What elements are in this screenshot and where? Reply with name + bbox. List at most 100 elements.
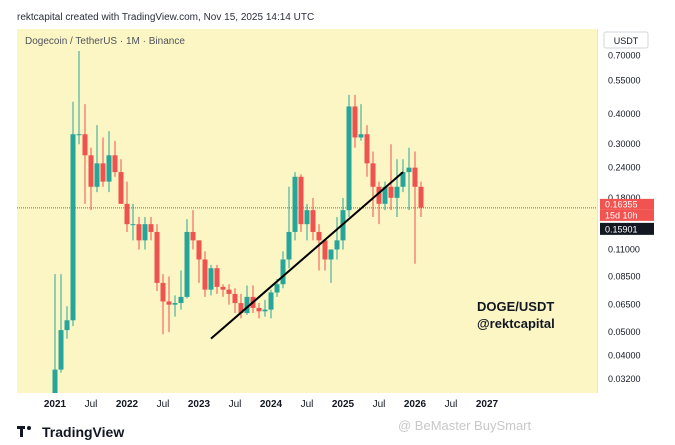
candle-body [136, 224, 142, 241]
candle-body [76, 134, 82, 136]
candle-body [88, 155, 94, 187]
candle [106, 131, 112, 193]
candle-body [352, 106, 358, 138]
candle [94, 125, 100, 193]
time-axis[interactable]: 2021 Jul 2022 Jul 2023 Jul 2024 Jul 2025 Jul 2026 J… [17, 393, 655, 415]
chart-plot-area[interactable]: Dogecoin / TetherUS · 1M · Binance DOGE/… [17, 29, 597, 393]
candle [70, 101, 76, 327]
candle-body [358, 134, 364, 138]
candle [250, 285, 256, 314]
candle [400, 159, 406, 193]
candle-body [256, 307, 262, 312]
y-tick-label: 0.05000 [608, 327, 641, 337]
candle-body [148, 224, 154, 232]
price-label: 0.16355 [600, 198, 654, 210]
candle [328, 249, 334, 283]
candle-body [226, 289, 232, 294]
candle-body [232, 293, 238, 304]
overlays-group [17, 171, 597, 340]
candle [238, 293, 244, 319]
candle [292, 172, 298, 241]
candle-body [418, 186, 424, 208]
candle-body [244, 296, 250, 314]
candle [280, 251, 286, 289]
price-label-text: 0.16355 [605, 199, 638, 209]
x-tick-label: Jul [85, 399, 98, 410]
candle-body [208, 268, 214, 290]
y-tick-label: 0.06500 [608, 300, 641, 310]
candle [184, 219, 190, 299]
candle [190, 210, 196, 250]
candle-body [328, 249, 334, 260]
candle [214, 264, 220, 294]
candle-body [394, 186, 400, 198]
candle [406, 147, 412, 211]
candle [226, 284, 232, 305]
y-tick-label: 0.08500 [608, 272, 641, 282]
candle-body [316, 231, 322, 241]
brand-name: TradingView [42, 424, 125, 440]
candle-body [388, 186, 394, 198]
candle-body [298, 176, 304, 225]
candle [370, 151, 376, 217]
candle-body [286, 231, 292, 260]
candle-body [142, 224, 148, 241]
annotation-author: @rektcapital [477, 316, 555, 331]
candle-body [304, 210, 310, 225]
price-label-box [600, 209, 654, 221]
candle-body [406, 167, 412, 173]
candle-body [214, 268, 220, 287]
candle [388, 144, 394, 211]
candle-body [64, 320, 70, 331]
candle-body [112, 155, 118, 173]
x-tick-label: Jul [157, 399, 170, 410]
candle-body [130, 224, 136, 226]
candle [220, 284, 226, 297]
currency-badge[interactable] [603, 31, 649, 49]
y-tick-label: 0.03200 [608, 374, 641, 384]
candle [148, 216, 154, 241]
candle [394, 159, 400, 217]
x-tick-label: 2026 [404, 399, 427, 410]
candle-body [364, 134, 370, 164]
candle [100, 137, 106, 187]
y-tick-label: 0.24000 [608, 163, 641, 173]
price-scale[interactable]: USDT 0.70000 0.55000 0.40000 0.30000 0.24000… [597, 29, 656, 393]
candle-body [310, 210, 316, 232]
y-ticks-group: 0.70000 0.55000 0.40000 0.30000 0.24000 0.180… [608, 50, 641, 384]
support-trendline[interactable] [210, 171, 404, 340]
candle-body [196, 240, 202, 260]
candles-group [52, 50, 424, 393]
candle-body [184, 231, 190, 297]
candle [286, 186, 292, 269]
candle [346, 94, 352, 217]
candle [130, 203, 136, 241]
candle [178, 270, 184, 310]
candle-body [70, 134, 76, 321]
candle [196, 240, 202, 283]
candle-body [382, 186, 388, 204]
y-tick-label: 0.70000 [608, 50, 641, 60]
candle [76, 50, 82, 145]
candle [58, 274, 64, 373]
candle-body [202, 259, 208, 290]
candle [82, 104, 88, 204]
price-label-text: 0.15901 [605, 224, 638, 234]
tradingview-brand[interactable]: TradingView [17, 424, 124, 440]
x-tick-label: Jul [445, 399, 458, 410]
candle-body [154, 231, 160, 283]
candle [418, 181, 424, 217]
x-tick-label: Jul [301, 399, 314, 410]
candle-body [94, 163, 100, 187]
candle [268, 289, 274, 319]
candle-body [376, 186, 382, 204]
candle [358, 104, 364, 141]
candle [298, 174, 304, 232]
candle-body [238, 303, 244, 314]
candle-body [268, 292, 274, 310]
candle [310, 197, 316, 241]
y-tick-label: 0.40000 [608, 109, 641, 119]
candle-body [100, 163, 106, 182]
candle-body [274, 284, 280, 293]
